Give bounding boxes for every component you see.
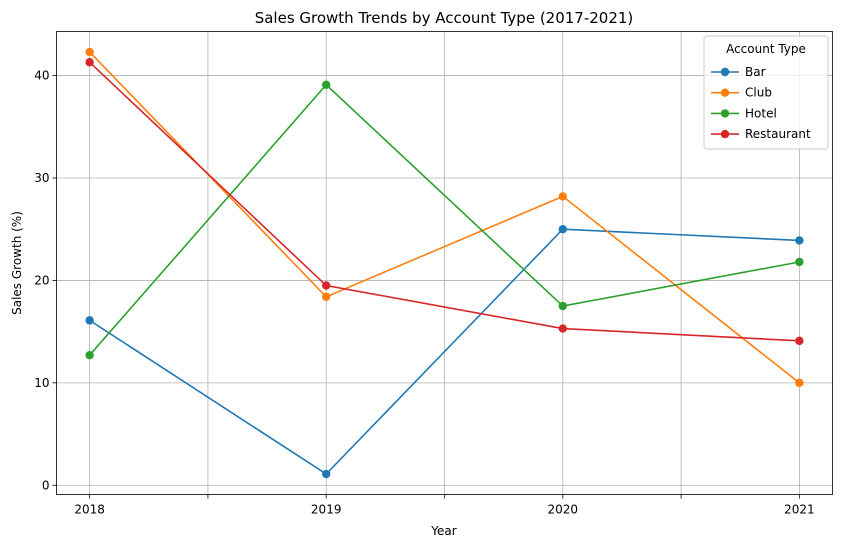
- x-axis-label: Year: [430, 524, 456, 538]
- series-line-bar: [89, 228, 800, 476]
- data-point-club: [558, 192, 567, 201]
- x-tick-label: 2018: [74, 503, 105, 517]
- data-point-restaurant: [558, 324, 567, 333]
- series-lines: [85, 47, 804, 479]
- legend: Account Type Bar Club Hotel Restaurant: [703, 35, 829, 150]
- data-point-club: [85, 47, 94, 57]
- y-tick-label: 40: [34, 69, 49, 83]
- data-point-bar: [85, 316, 94, 325]
- data-point-club: [322, 292, 331, 302]
- data-point-bar: [795, 236, 804, 245]
- data-point-hotel: [558, 301, 567, 311]
- y-axis-label: Sales Growth (%): [10, 211, 24, 315]
- y-tick-label: 0: [42, 478, 50, 492]
- y-ticks: 0 10 20 30 40: [34, 69, 57, 492]
- data-point-hotel: [85, 350, 94, 360]
- data-point-hotel: [322, 80, 331, 89]
- legend-marker-hotel: [720, 109, 730, 118]
- data-point-bar: [558, 224, 567, 234]
- legend-marker-bar: [720, 67, 730, 77]
- legend-marker-restaurant: [720, 129, 730, 139]
- data-point-restaurant: [795, 336, 804, 346]
- legend-label-bar: Bar: [745, 65, 766, 79]
- series-line-hotel: [89, 83, 800, 356]
- series-line-restaurant: [89, 61, 800, 342]
- y-tick-label: 10: [34, 376, 49, 390]
- data-point-hotel: [795, 257, 804, 267]
- y-tick-label: 20: [34, 273, 49, 287]
- legend-label-club: Club: [745, 86, 772, 100]
- x-tick-label: 2021: [784, 503, 815, 517]
- data-point-club: [795, 378, 804, 388]
- legend-label-restaurant: Restaurant: [745, 127, 811, 141]
- data-point-restaurant: [322, 281, 331, 290]
- legend-box: [703, 35, 829, 150]
- x-tick-label: 2020: [548, 503, 579, 517]
- data-point-bar: [322, 469, 331, 479]
- chart-title: Sales Growth Trends by Account Type (201…: [255, 9, 634, 27]
- x-ticks: 2018 2019 2020 2021: [74, 494, 815, 517]
- legend-label-hotel: Hotel: [745, 106, 777, 120]
- legend-marker-club: [720, 88, 730, 97]
- legend-title: Account Type: [726, 42, 806, 56]
- y-tick-label: 30: [34, 171, 49, 185]
- x-tick-label: 2019: [311, 503, 342, 517]
- data-point-restaurant: [85, 58, 94, 67]
